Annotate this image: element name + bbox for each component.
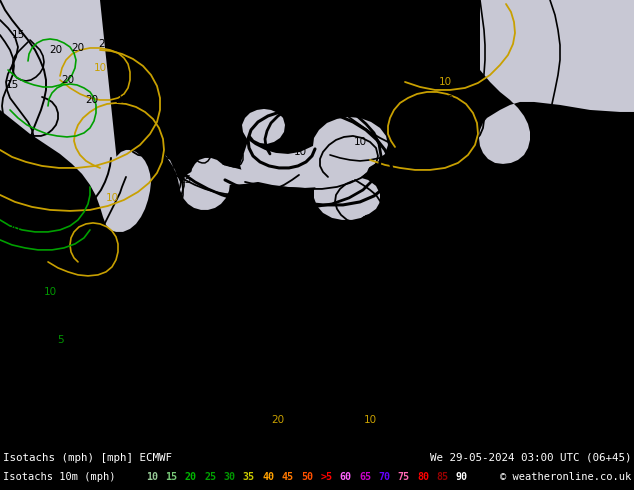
Text: 15: 15	[178, 175, 191, 185]
Text: 20: 20	[8, 223, 20, 233]
Text: 6: 6	[13, 140, 19, 150]
Text: 20: 20	[115, 95, 129, 105]
Text: 30: 30	[224, 472, 235, 482]
Text: 15: 15	[5, 80, 18, 90]
Text: 65: 65	[359, 472, 371, 482]
Text: 20: 20	[98, 39, 112, 49]
Text: 25: 25	[204, 472, 216, 482]
Text: 20: 20	[86, 95, 98, 105]
Text: 50: 50	[301, 472, 313, 482]
Text: 45: 45	[281, 472, 294, 482]
Text: 10: 10	[353, 137, 366, 147]
Text: 10: 10	[363, 415, 377, 425]
Text: 40: 40	[262, 472, 275, 482]
Text: 20: 20	[72, 43, 84, 53]
Text: 10: 10	[403, 147, 417, 157]
Text: Isotachs (mph) [mph] ECMWF: Isotachs (mph) [mph] ECMWF	[3, 453, 172, 463]
Text: 10: 10	[74, 247, 87, 257]
Text: 20: 20	[184, 472, 197, 482]
Text: 5: 5	[56, 335, 63, 345]
Text: 9: 9	[272, 143, 278, 153]
Text: 1015: 1015	[511, 348, 539, 358]
Text: © weatheronline.co.uk: © weatheronline.co.uk	[500, 472, 631, 482]
Text: 35: 35	[243, 472, 255, 482]
Text: Isotachs 10m (mph): Isotachs 10m (mph)	[3, 472, 115, 482]
Text: 15: 15	[11, 30, 25, 40]
Text: 10: 10	[294, 147, 307, 157]
Text: >5: >5	[320, 472, 332, 482]
Text: 10: 10	[439, 77, 451, 87]
Text: 75: 75	[398, 472, 410, 482]
Polygon shape	[240, 109, 388, 188]
Text: 10: 10	[453, 165, 467, 175]
Text: 9: 9	[447, 95, 453, 105]
Text: 20: 20	[49, 45, 63, 55]
Text: 60: 60	[340, 472, 352, 482]
Text: 70: 70	[378, 472, 391, 482]
Text: 15: 15	[178, 145, 191, 155]
Text: 9: 9	[417, 105, 424, 115]
Text: We 29-05-2024 03:00 UTC (06+45): We 29-05-2024 03:00 UTC (06+45)	[429, 453, 631, 463]
Text: 80: 80	[417, 472, 429, 482]
Polygon shape	[165, 155, 380, 220]
Text: 1015: 1015	[108, 343, 136, 353]
Polygon shape	[479, 0, 634, 164]
Text: 10: 10	[93, 63, 107, 73]
Text: 20: 20	[271, 415, 285, 425]
Text: 10: 10	[44, 287, 56, 297]
Text: 20: 20	[61, 75, 75, 85]
Text: 10: 10	[105, 193, 119, 203]
Text: 85: 85	[437, 472, 449, 482]
Text: 10: 10	[146, 472, 158, 482]
Text: 90: 90	[456, 472, 468, 482]
Text: 20: 20	[15, 187, 29, 197]
Polygon shape	[0, 0, 151, 232]
Text: 15: 15	[165, 472, 178, 482]
